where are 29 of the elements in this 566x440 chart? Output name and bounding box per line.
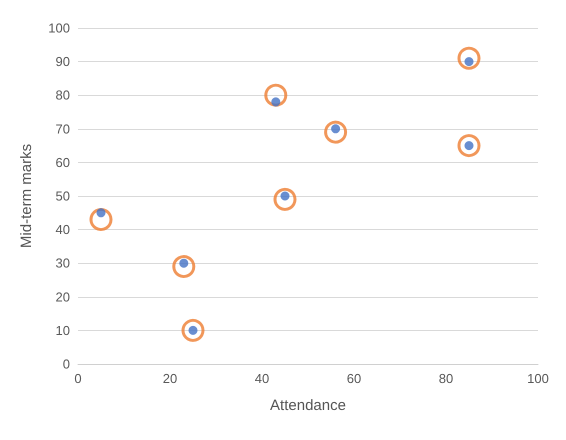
point: [274, 188, 296, 211]
x-tick-label: 0: [74, 371, 82, 386]
x-tick-label: 40: [254, 371, 270, 386]
y-tick-label: 50: [56, 188, 70, 204]
y-tick-label: 30: [56, 256, 70, 271]
y-tick-label: 20: [56, 289, 70, 304]
point: [96, 208, 106, 218]
point: [90, 208, 112, 232]
point: [182, 318, 204, 342]
x-axis-title: Attendance: [270, 397, 346, 414]
x-tick-label: 20: [162, 371, 178, 386]
point: [264, 84, 288, 107]
point: [458, 46, 480, 70]
y-tick-label: 10: [56, 322, 70, 338]
y-tick-label: 40: [56, 222, 70, 238]
y-tick-label: 60: [56, 154, 70, 170]
y-axis-title: Mid-term marks: [18, 144, 35, 248]
y-tick-label: 0: [62, 356, 70, 372]
x-tick-label: 80: [438, 371, 454, 386]
y-tick-label: 80: [56, 88, 70, 103]
x-tick-label: 100: [527, 371, 549, 386]
x-tick-label: 60: [346, 371, 362, 386]
y-tick-label: 70: [56, 121, 70, 136]
point: [172, 255, 196, 278]
point: [324, 120, 348, 144]
point: [458, 134, 480, 158]
point: [271, 97, 280, 106]
y-tick-label: 90: [56, 54, 70, 70]
y-tick-label: 100: [48, 20, 70, 36]
